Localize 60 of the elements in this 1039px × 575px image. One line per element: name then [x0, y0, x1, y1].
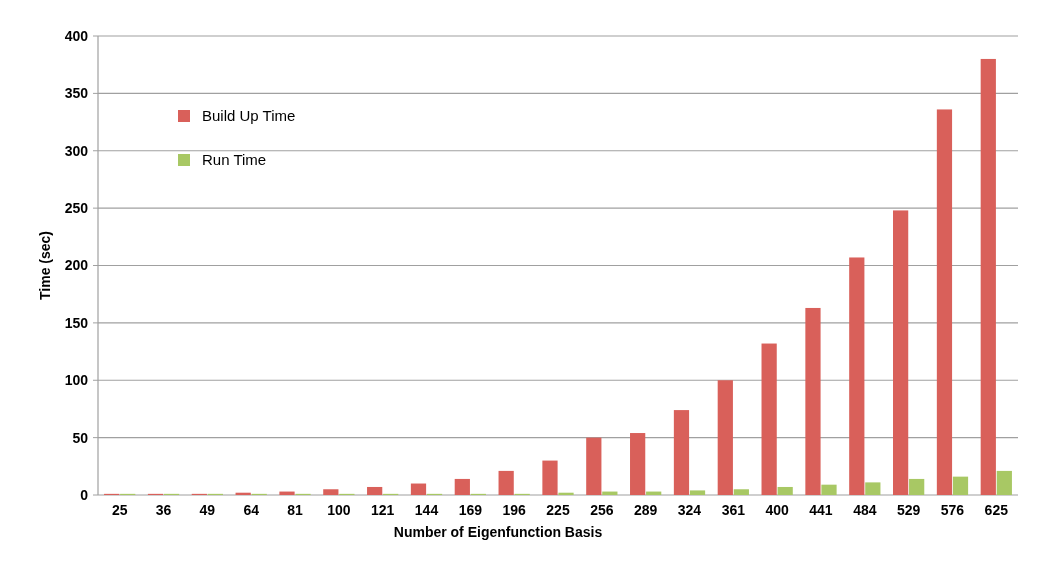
x-tick-label: 484 [853, 502, 877, 518]
bar [630, 433, 646, 495]
x-tick-label: 289 [633, 502, 658, 518]
x-tick-label: 100 [327, 502, 351, 518]
x-tick-label: 49 [199, 502, 216, 518]
y-tick-label: 200 [64, 257, 89, 274]
x-tick-label: 169 [458, 502, 483, 518]
y-tick-label: 400 [64, 27, 89, 44]
bar [410, 483, 427, 495]
x-tick-label: 529 [896, 502, 921, 518]
x-tick-label: 256 [590, 502, 614, 518]
x-tick-label: 400 [765, 502, 790, 518]
bar [893, 210, 909, 495]
x-tick-label: 25 [111, 502, 128, 518]
x-tick-label: 36 [155, 502, 172, 518]
bar [717, 380, 733, 495]
x-tick-label: 576 [940, 502, 965, 518]
bar [454, 478, 470, 495]
y-tick-label: 250 [64, 200, 89, 217]
bar [805, 307, 821, 495]
bar [761, 343, 777, 495]
bar [673, 410, 690, 495]
x-tick-label: 441 [809, 502, 833, 518]
bar [558, 492, 574, 495]
bar [952, 476, 969, 495]
bar [777, 486, 793, 495]
bar [689, 490, 706, 495]
y-tick-label: 350 [64, 85, 89, 102]
x-tick-label: 81 [287, 502, 304, 518]
bar [996, 470, 1012, 495]
bar [542, 460, 558, 495]
x-tick-label: 196 [502, 502, 527, 518]
x-tick-label: 144 [414, 502, 439, 518]
x-tick-label: 324 [677, 502, 702, 518]
bar [849, 257, 865, 495]
x-tick-label: 121 [371, 502, 395, 518]
bar [733, 489, 749, 495]
bar [279, 491, 295, 495]
bar [909, 478, 925, 495]
bar [821, 484, 837, 495]
y-tick-label: 100 [64, 372, 89, 389]
x-axis-title: Number of Eigenfunction Basis [393, 524, 603, 540]
y-axis-title: Time (sec) [37, 231, 53, 300]
legend-label: Run Time [202, 151, 267, 169]
x-tick-label: 361 [721, 502, 746, 518]
x-tick-label: 64 [243, 502, 260, 518]
bar [586, 437, 602, 495]
bar [980, 58, 996, 495]
y-tick-label: 50 [72, 429, 89, 446]
y-tick-label: 0 [80, 486, 89, 503]
bar [498, 470, 514, 495]
bar [323, 489, 339, 495]
legend-label: Build Up Time [202, 107, 296, 125]
x-tick-label: 225 [546, 502, 570, 518]
y-tick-label: 150 [64, 314, 89, 331]
bar [367, 486, 383, 495]
y-tick-label: 300 [64, 142, 89, 159]
bar [865, 482, 881, 495]
bar [936, 109, 953, 495]
x-tick-label: 625 [984, 502, 1009, 518]
